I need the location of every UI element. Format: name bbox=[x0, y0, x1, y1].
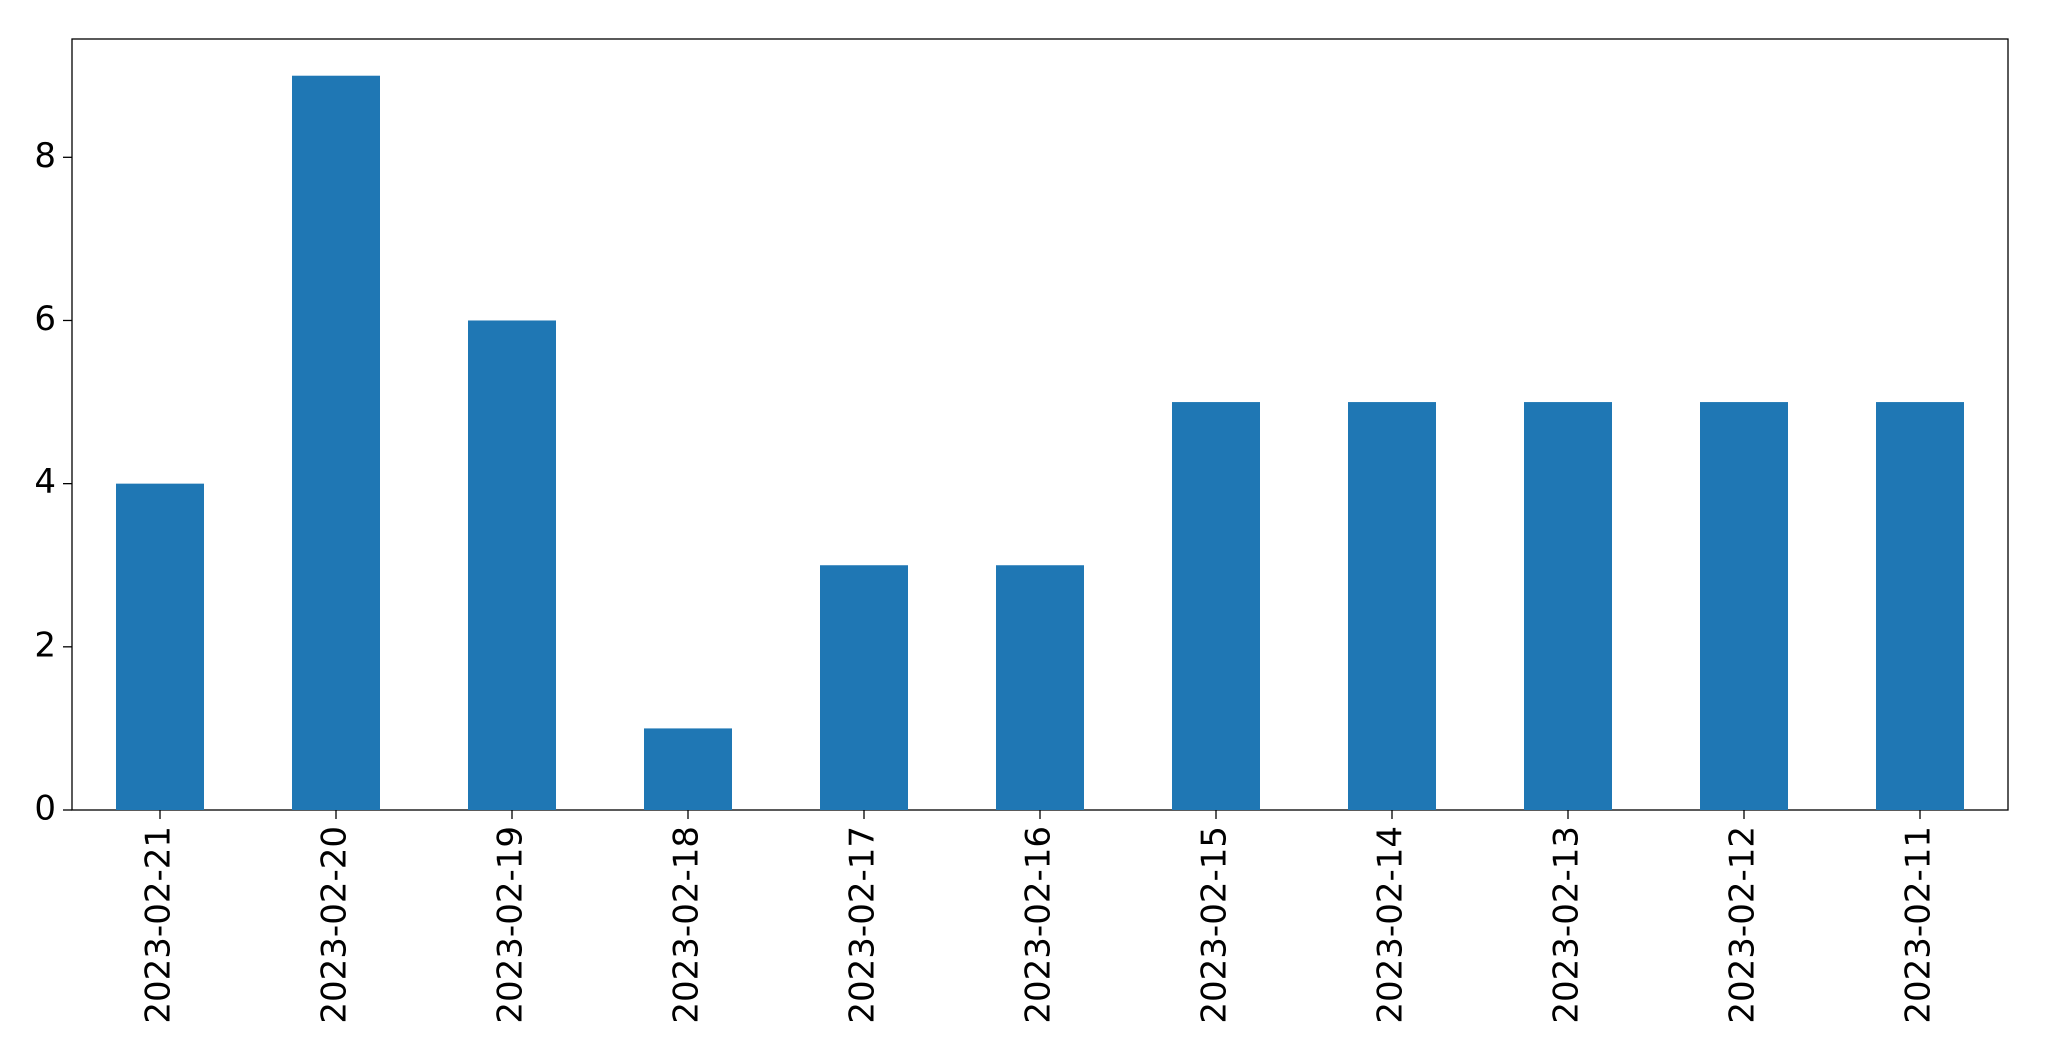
bar bbox=[1348, 402, 1436, 810]
bar bbox=[468, 320, 556, 810]
x-tick-label: 2023-02-16 bbox=[1019, 826, 1059, 1024]
bar bbox=[996, 565, 1084, 810]
x-tick-label: 2023-02-15 bbox=[1195, 826, 1235, 1024]
bar bbox=[1700, 402, 1788, 810]
y-tick-label: 8 bbox=[34, 136, 56, 176]
bar bbox=[116, 483, 204, 810]
bar bbox=[1172, 402, 1260, 810]
x-tick-label: 2023-02-12 bbox=[1723, 826, 1763, 1024]
bar bbox=[1876, 402, 1964, 810]
bar bbox=[820, 565, 908, 810]
y-tick-label: 2 bbox=[34, 625, 56, 665]
bar bbox=[1524, 402, 1612, 810]
y-tick-label: 6 bbox=[34, 299, 56, 339]
x-tick-label: 2023-02-13 bbox=[1547, 826, 1587, 1024]
y-tick-label: 0 bbox=[34, 789, 56, 829]
x-tick-label: 2023-02-20 bbox=[315, 826, 355, 1024]
x-tick-label: 2023-02-17 bbox=[843, 826, 883, 1024]
bar bbox=[292, 75, 380, 810]
x-tick-label: 2023-02-21 bbox=[139, 826, 179, 1024]
y-tick-label: 4 bbox=[34, 462, 56, 502]
x-tick-label: 2023-02-18 bbox=[667, 826, 707, 1024]
bar bbox=[644, 728, 732, 810]
x-tick-label: 2023-02-19 bbox=[491, 826, 531, 1024]
x-tick-label: 2023-02-11 bbox=[1899, 826, 1939, 1024]
x-tick-label: 2023-02-14 bbox=[1371, 826, 1411, 1024]
